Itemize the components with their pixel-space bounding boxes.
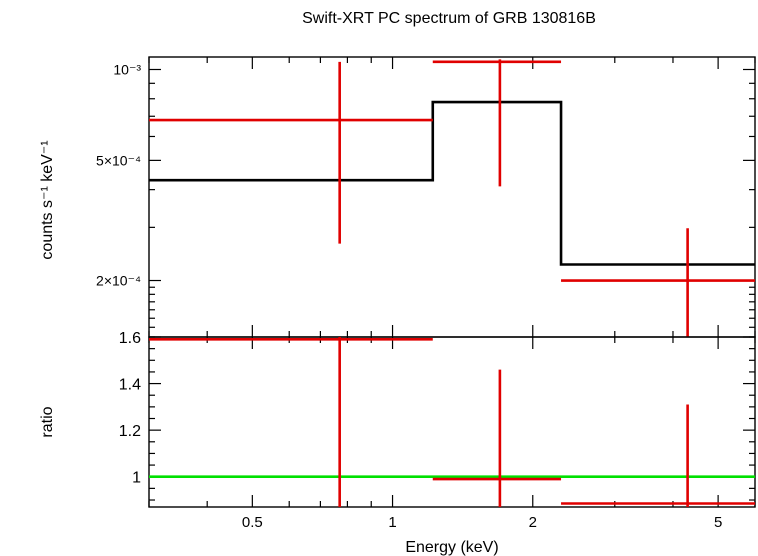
chart-title: Swift-XRT PC spectrum of GRB 130816B xyxy=(302,10,596,27)
ratio-y-tick-label: 1.4 xyxy=(119,377,141,394)
spectrum-y-tick-label: 5×10⁻⁴ xyxy=(96,152,141,168)
spectrum-frame xyxy=(148,56,756,338)
spectrum-data-point xyxy=(561,228,755,337)
ratio-data-point xyxy=(432,369,562,507)
spectrum-data-point xyxy=(432,59,562,187)
ratio-panel: 1 1.2 1.4 1.6 0.5 1 2 5 xyxy=(119,330,756,531)
x-tick-label: 0.5 xyxy=(242,514,263,531)
ratio-y-axis-label: ratio xyxy=(39,406,56,437)
ratio-frame xyxy=(148,336,756,508)
ratio-y-tick-label: 1 xyxy=(132,470,141,487)
x-axis-label: Energy (keV) xyxy=(405,539,498,556)
ratio-y-tick-label: 1.6 xyxy=(119,330,141,347)
spectrum-y-tick-label: 10⁻³ xyxy=(113,61,141,77)
ratio-data-point xyxy=(149,337,433,507)
x-tick-label: 2 xyxy=(529,514,537,531)
ratio-data-point xyxy=(561,404,755,507)
spectrum-y-tick-label: 2×10⁻⁴ xyxy=(96,273,141,289)
spectrum-panel: 10⁻³ 5×10⁻⁴ 2×10⁻⁴ xyxy=(96,56,756,338)
x-tick-label: 1 xyxy=(388,514,396,531)
ratio-y-tick-label: 1.2 xyxy=(119,423,141,440)
spectrum-y-axis-label: counts s⁻¹ keV⁻¹ xyxy=(39,140,56,259)
spectrum-data-point xyxy=(149,61,433,244)
x-tick-label: 5 xyxy=(714,514,722,531)
model-step-line xyxy=(149,100,755,266)
